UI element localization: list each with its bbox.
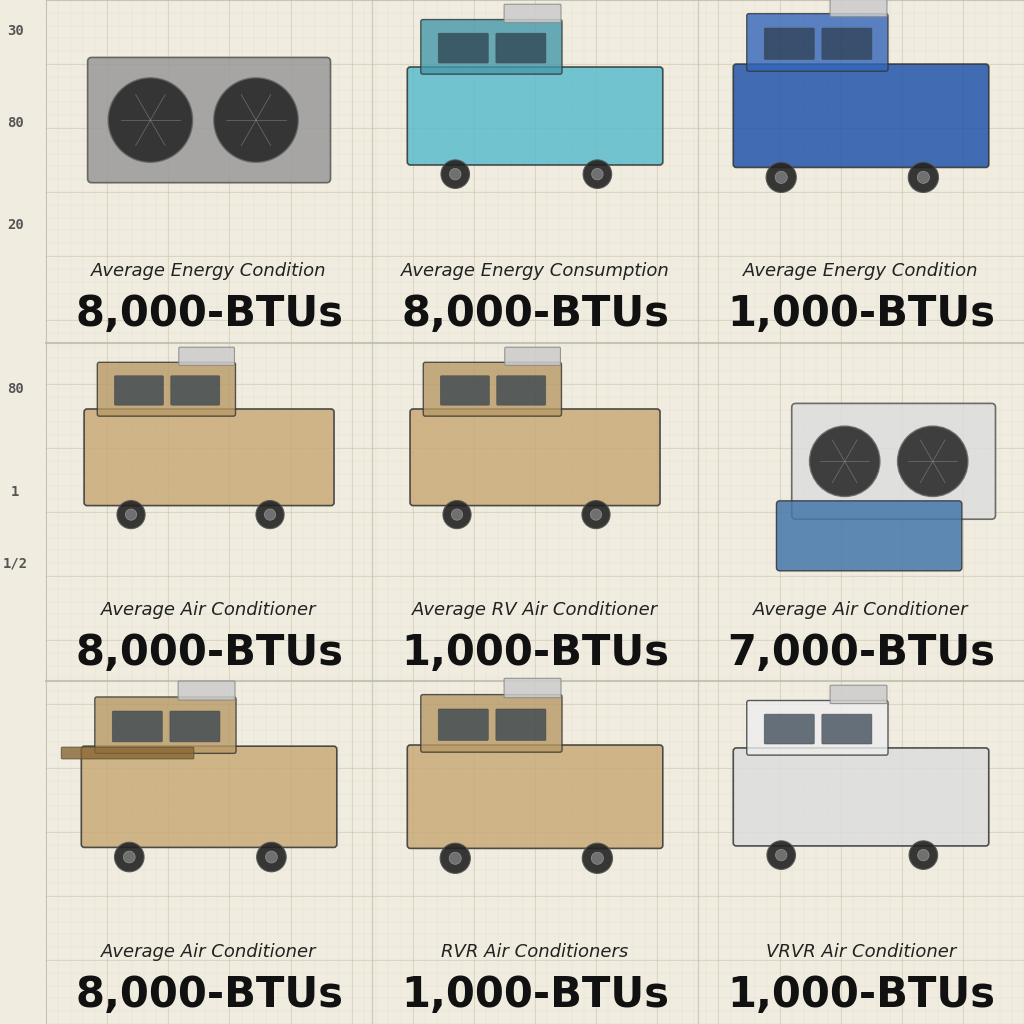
Circle shape <box>582 501 610 528</box>
Text: 30: 30 <box>7 24 24 38</box>
Text: 1,000-BTUs: 1,000-BTUs <box>401 974 669 1016</box>
Circle shape <box>214 78 298 163</box>
Circle shape <box>592 168 603 180</box>
Circle shape <box>918 171 930 183</box>
FancyBboxPatch shape <box>170 711 220 741</box>
Circle shape <box>452 509 463 520</box>
Text: 80: 80 <box>7 116 24 130</box>
Circle shape <box>591 509 602 520</box>
FancyBboxPatch shape <box>822 28 871 59</box>
FancyBboxPatch shape <box>764 28 814 59</box>
FancyBboxPatch shape <box>496 709 546 740</box>
Text: 1,000-BTUs: 1,000-BTUs <box>727 974 995 1016</box>
FancyBboxPatch shape <box>61 748 194 759</box>
FancyBboxPatch shape <box>496 33 546 63</box>
Circle shape <box>441 160 470 188</box>
Circle shape <box>257 842 286 871</box>
FancyBboxPatch shape <box>179 347 234 366</box>
FancyBboxPatch shape <box>830 685 887 703</box>
FancyBboxPatch shape <box>438 709 488 740</box>
FancyBboxPatch shape <box>822 714 871 744</box>
FancyBboxPatch shape <box>440 376 489 406</box>
FancyBboxPatch shape <box>423 362 561 416</box>
FancyBboxPatch shape <box>505 347 560 366</box>
Circle shape <box>440 843 470 873</box>
FancyBboxPatch shape <box>792 403 995 519</box>
FancyBboxPatch shape <box>95 697 237 754</box>
Circle shape <box>775 171 787 183</box>
FancyBboxPatch shape <box>733 65 989 168</box>
Text: Average Air Conditioner: Average Air Conditioner <box>101 943 316 961</box>
Circle shape <box>109 78 193 163</box>
FancyBboxPatch shape <box>88 57 331 182</box>
FancyBboxPatch shape <box>81 746 337 848</box>
Circle shape <box>450 852 461 864</box>
Text: VRVR Air Conditioner: VRVR Air Conditioner <box>766 943 956 961</box>
FancyBboxPatch shape <box>764 714 814 744</box>
FancyBboxPatch shape <box>115 376 164 406</box>
Circle shape <box>766 162 797 193</box>
Circle shape <box>775 849 786 861</box>
Text: 1: 1 <box>11 484 19 499</box>
FancyBboxPatch shape <box>497 376 546 406</box>
Circle shape <box>897 426 968 497</box>
Text: Average Energy Condition: Average Energy Condition <box>91 262 327 280</box>
FancyBboxPatch shape <box>438 33 488 63</box>
Text: 8,000-BTUs: 8,000-BTUs <box>75 632 343 674</box>
Text: 1,000-BTUs: 1,000-BTUs <box>727 293 995 335</box>
FancyBboxPatch shape <box>504 678 561 697</box>
FancyBboxPatch shape <box>421 694 562 753</box>
FancyBboxPatch shape <box>410 409 660 506</box>
Circle shape <box>583 843 612 873</box>
Circle shape <box>767 841 796 869</box>
Text: RVR Air Conditioners: RVR Air Conditioners <box>441 943 629 961</box>
Circle shape <box>591 852 603 864</box>
Text: 20: 20 <box>7 218 24 232</box>
Circle shape <box>264 509 275 520</box>
FancyBboxPatch shape <box>97 362 236 416</box>
Circle shape <box>125 509 136 520</box>
Text: 8,000-BTUs: 8,000-BTUs <box>75 293 343 335</box>
FancyBboxPatch shape <box>504 4 561 23</box>
Text: Average Energy Consumption: Average Energy Consumption <box>400 262 670 280</box>
FancyBboxPatch shape <box>776 501 962 570</box>
Circle shape <box>918 849 929 861</box>
Text: 8,000-BTUs: 8,000-BTUs <box>401 293 669 335</box>
FancyBboxPatch shape <box>408 67 663 165</box>
Text: 8,000-BTUs: 8,000-BTUs <box>75 974 343 1016</box>
FancyBboxPatch shape <box>171 376 220 406</box>
Circle shape <box>810 426 880 497</box>
Circle shape <box>443 501 471 528</box>
FancyBboxPatch shape <box>113 711 163 741</box>
Circle shape <box>115 842 144 871</box>
Text: Average RV Air Conditioner: Average RV Air Conditioner <box>412 601 658 618</box>
Circle shape <box>117 501 145 528</box>
Text: 1,000-BTUs: 1,000-BTUs <box>401 632 669 674</box>
FancyBboxPatch shape <box>178 681 236 700</box>
Text: 1/2: 1/2 <box>3 556 28 570</box>
FancyBboxPatch shape <box>84 409 334 506</box>
FancyBboxPatch shape <box>746 13 888 72</box>
Circle shape <box>909 841 938 869</box>
Circle shape <box>908 162 938 193</box>
Text: Average Energy Condition: Average Energy Condition <box>743 262 979 280</box>
FancyBboxPatch shape <box>421 19 562 74</box>
Circle shape <box>123 851 135 863</box>
Text: Average Air Conditioner: Average Air Conditioner <box>101 601 316 618</box>
Text: 80: 80 <box>7 382 24 396</box>
FancyBboxPatch shape <box>746 700 888 755</box>
Circle shape <box>256 501 284 528</box>
FancyBboxPatch shape <box>408 745 663 849</box>
FancyBboxPatch shape <box>733 748 989 846</box>
Text: Average Air Conditioner: Average Air Conditioner <box>754 601 969 618</box>
Circle shape <box>450 168 461 180</box>
Text: 7,000-BTUs: 7,000-BTUs <box>727 632 995 674</box>
FancyBboxPatch shape <box>830 0 887 16</box>
Circle shape <box>583 160 611 188</box>
Circle shape <box>265 851 278 863</box>
